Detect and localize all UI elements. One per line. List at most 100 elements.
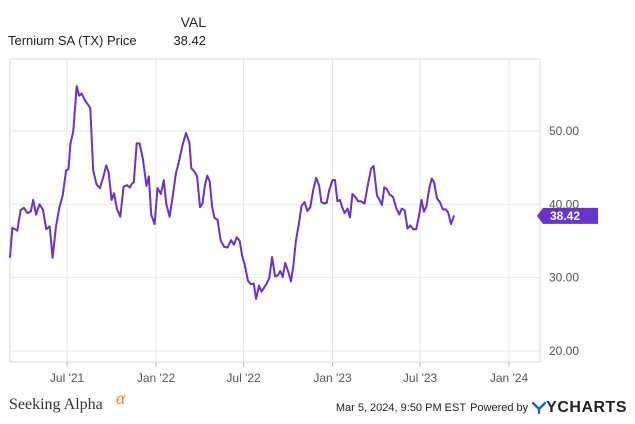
series-point [211,205,214,208]
series-point [23,207,25,209]
series-point [383,186,386,189]
series-point [279,270,282,272]
series-point [281,276,284,278]
series-point [372,165,375,168]
series-point [55,226,57,228]
series-point [323,202,326,205]
series-point [156,187,159,190]
series-point [185,132,187,135]
series-point [58,207,61,209]
series-point [284,262,287,264]
series-point [450,223,452,226]
series-point [274,275,276,278]
series-point [409,224,412,227]
series-point [300,204,303,207]
series-point [201,202,204,205]
series-point [230,239,232,242]
x-tick-label: Jan '23 [313,371,352,385]
y-tick-label: 50.00 [549,124,579,138]
series-point [406,227,409,230]
series-point [354,196,357,198]
series-point [42,208,44,211]
series-point [233,243,235,246]
series-point [175,172,177,175]
y-tick-label: 20.00 [549,344,579,358]
series-point [312,189,315,192]
series-point [249,283,252,286]
last-value-label: 38.42 [550,209,580,223]
series-point [351,193,354,195]
series-point [196,175,199,178]
series-point [439,201,441,204]
series-point [357,200,360,203]
series-point [119,215,122,218]
series-point [65,169,67,172]
series-point [216,218,219,221]
series-point [11,226,14,229]
series-point [263,287,265,289]
series-point [320,201,323,204]
series-point [436,197,438,200]
series-point [142,158,144,161]
series-point [160,193,162,195]
plot-area-frame [9,58,541,363]
series-point [38,203,41,206]
last-value-tag: 38.42 [537,207,598,224]
series-point [309,206,312,209]
series-point [208,180,211,183]
series-point [168,215,171,218]
series-point [51,256,54,259]
footer-attribution: Mar 5, 2024, 9:50 PM EST Powered by YCHA… [336,399,627,417]
series-point [258,284,260,287]
series-point [48,225,51,228]
series-point [32,199,35,201]
series-point [89,107,92,110]
series-point [199,206,201,209]
series-point [420,199,423,201]
footer-timestamp: Mar 5, 2024, 9:50 PM EST [335,402,467,414]
series-point [260,290,263,293]
series-point [388,193,391,196]
series-point [83,98,86,101]
series-point [131,182,133,185]
series-point [447,211,449,214]
series-point [376,194,378,197]
series-point [188,141,191,144]
series-point [145,185,148,187]
ycharts-logo: YCHARTS [532,399,627,417]
series-point [171,196,174,199]
series-point [360,200,362,203]
series-point [105,164,108,167]
series-point [328,189,331,192]
series-point [252,282,255,285]
series-point [346,207,349,210]
series-point [425,205,428,208]
series-point [366,184,369,187]
series-point [392,196,394,198]
legend-series-name: Ternium SA (TX) Price [8,33,137,48]
series-point [122,185,125,188]
series-point [16,229,19,232]
series-line [9,85,455,300]
series-point [29,210,32,213]
ycharts-y-icon [532,402,547,414]
legend-column-header: VAL [180,14,206,30]
series-point [61,194,64,197]
series-point [331,179,334,182]
series-point [226,246,229,249]
series-point [306,210,309,212]
series-point [69,143,72,146]
series-point [165,202,168,205]
series-point [247,279,249,282]
series-point [178,159,181,162]
series-point [255,298,257,300]
series-point [181,143,184,146]
series-point [453,215,455,217]
series-point [80,92,83,95]
chart-legend: VAL Ternium SA (TX) Price 38.42 [0,0,635,56]
series-point [162,179,165,182]
series-point [444,208,447,211]
series-point [150,213,153,216]
series-point [343,212,346,215]
